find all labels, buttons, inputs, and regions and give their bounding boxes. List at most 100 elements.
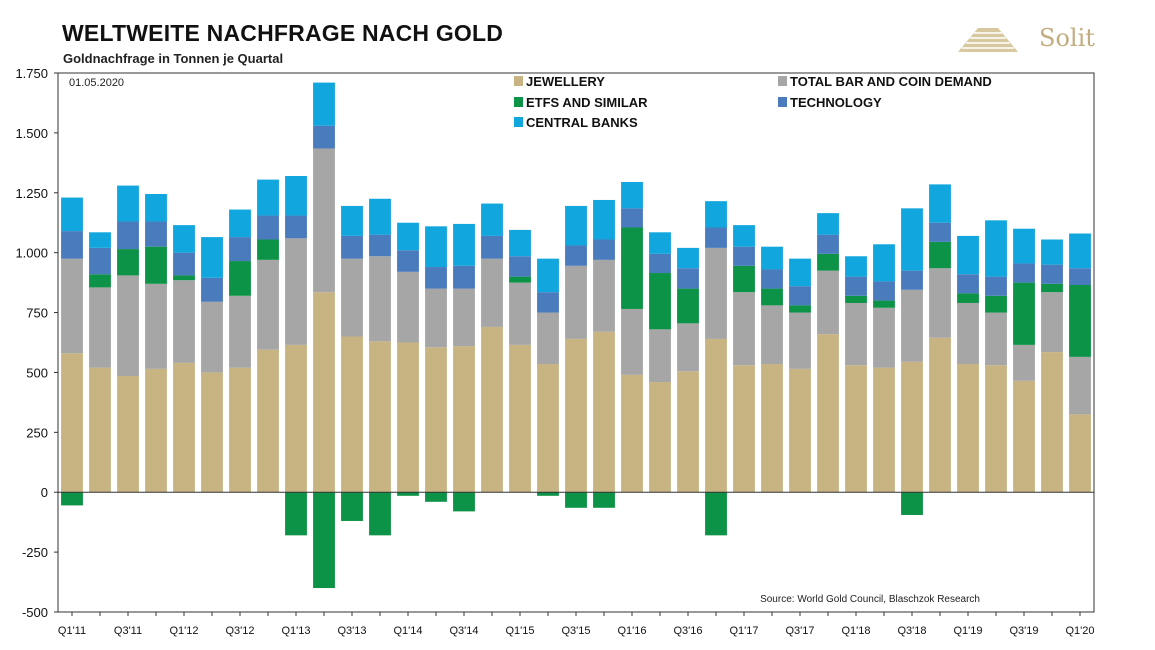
bar-jewellery-26	[789, 368, 811, 493]
bar-central-banks-17	[537, 258, 559, 293]
bar-total-bar-and-coin-demand-10	[341, 258, 363, 337]
bar-jewellery-6	[229, 367, 251, 493]
bar-total-bar-and-coin-demand-16	[509, 282, 531, 345]
bar-jewellery-7	[257, 349, 279, 493]
bar-jewellery-15	[481, 326, 503, 493]
x-tick-label: Q1'19	[953, 625, 982, 637]
y-tick-label: 750	[26, 306, 48, 321]
bar-etfs-and-similar-27	[817, 253, 839, 271]
bar-etfs-and-similar-26	[789, 305, 811, 313]
bar-etfs-and-similar-10	[341, 492, 363, 521]
bar-jewellery-32	[957, 364, 979, 493]
bar-etfs-and-similar-18	[565, 492, 587, 508]
bar-jewellery-21	[649, 382, 671, 493]
bar-technology-0	[61, 231, 83, 259]
bar-total-bar-and-coin-demand-31	[929, 268, 951, 338]
legend-swatch	[514, 97, 523, 107]
bar-total-bar-and-coin-demand-28	[845, 302, 867, 366]
bar-jewellery-4	[173, 362, 195, 493]
legend-label: TECHNOLOGY	[790, 95, 882, 110]
legend-swatch	[514, 76, 523, 86]
y-tick-label: -500	[22, 605, 48, 620]
bar-etfs-and-similar-12	[397, 492, 419, 496]
y-tick-label: -250	[22, 545, 48, 560]
x-tick-label: Q1'20	[1065, 625, 1094, 637]
bar-jewellery-17	[537, 364, 559, 493]
bars-group	[61, 82, 1091, 589]
bar-jewellery-9	[313, 292, 335, 493]
bar-jewellery-20	[621, 374, 643, 493]
bar-jewellery-14	[453, 346, 475, 493]
bar-total-bar-and-coin-demand-26	[789, 312, 811, 369]
bar-technology-12	[397, 250, 419, 272]
legend-swatch	[514, 117, 523, 127]
bar-total-bar-and-coin-demand-33	[985, 312, 1007, 366]
x-tick-label: Q1'15	[505, 625, 534, 637]
bar-jewellery-29	[873, 367, 895, 493]
bar-technology-27	[817, 234, 839, 254]
x-tick-label: Q3'16	[673, 625, 702, 637]
bar-etfs-and-similar-17	[537, 492, 559, 496]
x-tick-label: Q3'17	[785, 625, 814, 637]
bar-central-banks-35	[1041, 239, 1063, 265]
bar-jewellery-24	[733, 365, 755, 493]
bar-technology-14	[453, 265, 475, 289]
bar-total-bar-and-coin-demand-22	[677, 323, 699, 372]
bar-total-bar-and-coin-demand-13	[425, 288, 447, 348]
bar-etfs-and-similar-32	[957, 293, 979, 303]
bar-central-banks-16	[509, 229, 531, 257]
bar-jewellery-33	[985, 365, 1007, 493]
bar-etfs-and-similar-2	[117, 249, 139, 276]
bar-etfs-and-similar-0	[61, 492, 83, 506]
x-tick-label: Q3'18	[897, 625, 926, 637]
chart-title: WELTWEITE NACHFRAGE NACH GOLD	[62, 20, 504, 46]
bar-etfs-and-similar-6	[229, 261, 251, 296]
bar-technology-30	[901, 270, 923, 290]
bar-total-bar-and-coin-demand-2	[117, 275, 139, 377]
bar-central-banks-2	[117, 185, 139, 222]
bar-etfs-and-similar-9	[313, 492, 335, 589]
bar-central-banks-0	[61, 197, 83, 232]
bar-central-banks-4	[173, 225, 195, 253]
bar-etfs-and-similar-4	[173, 275, 195, 281]
bar-etfs-and-similar-25	[761, 288, 783, 306]
bar-central-banks-20	[621, 182, 643, 209]
bar-central-banks-22	[677, 247, 699, 269]
bar-jewellery-36	[1069, 414, 1091, 493]
date-label: 01.05.2020	[69, 77, 124, 89]
bar-total-bar-and-coin-demand-9	[313, 148, 335, 293]
bar-central-banks-33	[985, 220, 1007, 277]
x-tick-label: Q3'11	[114, 625, 142, 637]
bar-central-banks-13	[425, 226, 447, 268]
bar-central-banks-31	[929, 184, 951, 223]
chart-subtitle: Goldnachfrage in Tonnen je Quartal	[63, 51, 284, 66]
bar-total-bar-and-coin-demand-12	[397, 271, 419, 343]
bar-jewellery-34	[1013, 380, 1035, 493]
bar-etfs-and-similar-19	[593, 492, 615, 508]
bar-technology-20	[621, 208, 643, 228]
bar-technology-34	[1013, 263, 1035, 283]
bar-jewellery-35	[1041, 352, 1063, 493]
bar-central-banks-10	[341, 205, 363, 236]
bar-total-bar-and-coin-demand-8	[285, 238, 307, 345]
bar-etfs-and-similar-34	[1013, 282, 1035, 345]
bar-etfs-and-similar-35	[1041, 283, 1063, 293]
bar-jewellery-30	[901, 361, 923, 493]
x-tick-label: Q3'15	[561, 625, 590, 637]
bar-total-bar-and-coin-demand-23	[705, 247, 727, 339]
bar-etfs-and-similar-16	[509, 276, 531, 283]
bar-jewellery-5	[201, 372, 223, 493]
bar-total-bar-and-coin-demand-36	[1069, 356, 1091, 415]
bar-etfs-and-similar-30	[901, 492, 923, 515]
legend-label: JEWELLERY	[526, 74, 605, 89]
bar-jewellery-10	[341, 336, 363, 493]
bar-technology-7	[257, 215, 279, 240]
bar-etfs-and-similar-36	[1069, 285, 1091, 357]
bar-technology-28	[845, 276, 867, 296]
bar-technology-23	[705, 227, 727, 248]
x-tick-label: Q3'13	[337, 625, 366, 637]
x-tick-label: Q1'13	[281, 625, 310, 637]
bar-total-bar-and-coin-demand-25	[761, 305, 783, 365]
bar-etfs-and-similar-7	[257, 239, 279, 260]
bar-technology-11	[369, 234, 391, 257]
